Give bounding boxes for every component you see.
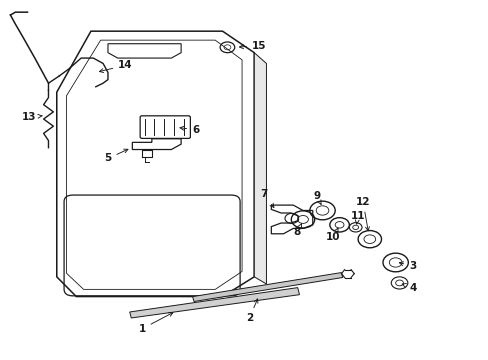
Text: 14: 14 [99,60,133,72]
Text: 2: 2 [245,299,257,323]
Polygon shape [129,288,299,318]
Text: 15: 15 [239,41,266,50]
Text: 12: 12 [355,197,369,231]
Text: 13: 13 [21,112,42,122]
Text: 4: 4 [401,283,416,293]
Text: 1: 1 [138,312,173,334]
Text: 10: 10 [325,228,340,242]
Text: 9: 9 [312,191,321,204]
Text: 7: 7 [260,189,273,207]
Text: 3: 3 [399,261,415,271]
Text: 11: 11 [350,211,364,224]
Polygon shape [192,273,342,302]
Text: 5: 5 [104,149,128,163]
Polygon shape [254,53,266,284]
Text: 6: 6 [180,125,199,135]
Text: 8: 8 [293,224,301,237]
